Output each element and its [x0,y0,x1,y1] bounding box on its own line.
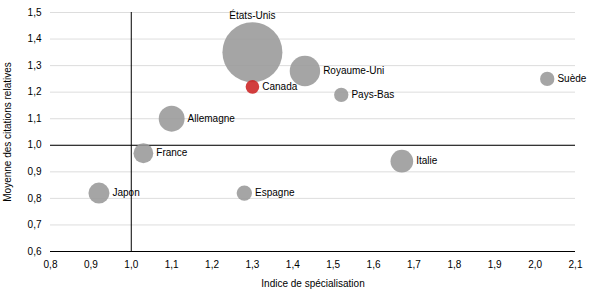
svg-text:1,2: 1,2 [28,86,42,97]
svg-text:1,1: 1,1 [28,113,42,124]
svg-text:0,8: 0,8 [28,193,42,204]
svg-text:1,3: 1,3 [245,259,259,270]
svg-text:Royaume-Uni: Royaume-Uni [323,65,384,76]
svg-text:2,0: 2,0 [528,259,542,270]
svg-text:0,6: 0,6 [28,246,42,257]
svg-text:1,4: 1,4 [286,259,300,270]
svg-text:Japon: Japon [112,187,139,198]
svg-text:0,8: 0,8 [44,259,58,270]
svg-text:2,1: 2,1 [569,259,583,270]
svg-text:1,7: 1,7 [407,259,421,270]
svg-text:Italie: Italie [416,155,438,166]
svg-text:1,9: 1,9 [488,259,502,270]
svg-text:1,8: 1,8 [447,259,461,270]
svg-text:France: France [156,147,188,158]
svg-text:1,4: 1,4 [28,33,42,44]
svg-text:Moyenne des citations relative: Moyenne des citations relatives [2,62,13,202]
svg-text:1,5: 1,5 [326,259,340,270]
svg-text:États-Unis: États-Unis [229,9,275,21]
svg-text:Espagne: Espagne [255,187,295,198]
svg-text:Allemagne: Allemagne [188,113,236,124]
svg-text:Suède: Suède [557,73,586,84]
svg-text:1,0: 1,0 [124,259,138,270]
svg-text:1,5: 1,5 [28,7,42,18]
svg-text:1,0: 1,0 [28,139,42,150]
svg-text:Pays-Bas: Pays-Bas [351,89,394,100]
svg-text:1,3: 1,3 [28,60,42,71]
svg-text:1,2: 1,2 [205,259,219,270]
svg-text:0,9: 0,9 [28,166,42,177]
svg-text:1,1: 1,1 [165,259,179,270]
svg-text:1,6: 1,6 [367,259,381,270]
svg-text:0,9: 0,9 [84,259,98,270]
svg-text:0,7: 0,7 [28,219,42,230]
svg-text:Indice de spécialisation: Indice de spécialisation [261,278,364,289]
svg-text:Canada: Canada [262,81,297,92]
